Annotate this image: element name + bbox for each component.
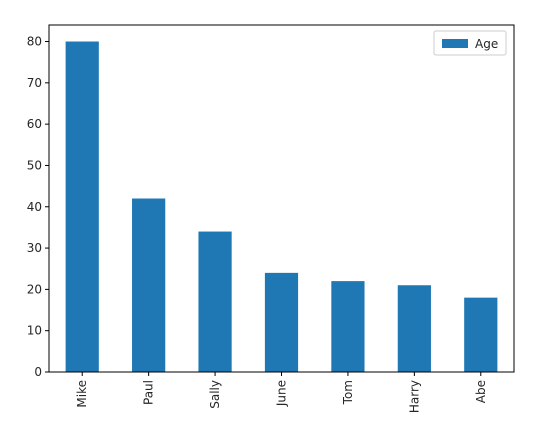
x-tick-label-tom: Tom (341, 380, 355, 405)
y-tick-label: 20 (27, 282, 42, 296)
x-tick-label-harry: Harry (407, 380, 421, 413)
legend: Age (433, 30, 507, 56)
y-tick-label: 40 (27, 200, 42, 214)
bar-mike (65, 41, 99, 373)
bar-sally (198, 231, 232, 372)
y-tick-label: 70 (27, 76, 42, 90)
y-tick-label: 80 (27, 35, 42, 49)
x-tick-label-abe: Abe (474, 380, 488, 403)
x-tick-label-sally: Sally (208, 380, 222, 409)
x-tick-label-june: June (275, 380, 289, 407)
x-axis: Mike Paul Sally June Tom Harry Abe (75, 372, 488, 413)
y-tick-label: 50 (27, 158, 42, 172)
legend-label: Age (475, 37, 498, 51)
bar-abe (464, 297, 498, 372)
bars-group (65, 41, 498, 373)
legend-swatch (442, 39, 468, 48)
x-tick-label-paul: Paul (142, 380, 156, 405)
x-tick-label-mike: Mike (75, 380, 89, 408)
bar-tom (331, 281, 365, 372)
y-tick-label: 0 (34, 365, 42, 379)
bar-june (264, 272, 299, 372)
y-tick-label: 10 (27, 324, 42, 338)
y-axis: 0 10 20 30 40 50 60 70 80 (27, 35, 49, 379)
bar-paul (132, 198, 166, 372)
legend-box (433, 30, 507, 56)
y-tick-label: 30 (27, 241, 42, 255)
y-tick-label: 60 (27, 117, 42, 131)
bar-harry (397, 285, 431, 372)
plot-frame (48, 24, 515, 373)
